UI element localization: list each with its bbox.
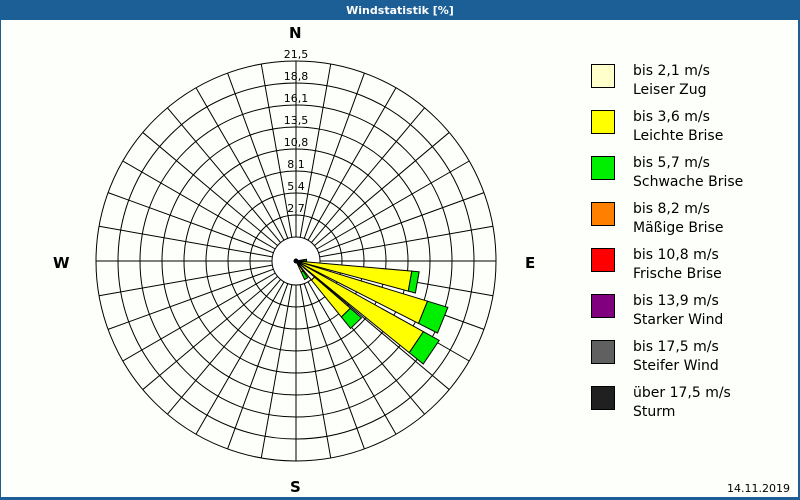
- legend-speed: bis 3,6 m/s: [633, 109, 710, 125]
- svg-text:18,8: 18,8: [284, 70, 309, 83]
- chart-panel: 2,7 5,4 8,1 10,8 13,5 16,1 18,8 21,5 N E S W bi…: [1, 20, 798, 497]
- legend-desc: Mäßige Brise: [633, 220, 724, 236]
- legend-swatch: [591, 248, 615, 272]
- legend-speed: bis 2,1 m/s: [633, 63, 710, 79]
- date-stamp: 14.11.2019: [727, 482, 790, 495]
- legend-speed: bis 10,8 m/s: [633, 247, 719, 263]
- legend-swatch: [591, 110, 615, 134]
- east-label: E: [525, 254, 536, 272]
- legend-swatch: [591, 202, 615, 226]
- legend-swatch: [591, 64, 615, 88]
- rose-petal-segment: [407, 270, 420, 294]
- rose-petal-segment: [300, 270, 309, 281]
- legend-desc: Steifer Wind: [633, 358, 719, 374]
- rose-petal-segment: [303, 258, 308, 262]
- legend-speed: bis 17,5 m/s: [633, 339, 719, 355]
- svg-text:10,8: 10,8: [284, 136, 309, 149]
- svg-text:2,7: 2,7: [287, 202, 305, 215]
- north-label: N: [289, 24, 302, 42]
- legend-desc: Starker Wind: [633, 312, 724, 328]
- rose-petal-segment: [408, 330, 440, 365]
- rose-petal-segment: [417, 300, 449, 334]
- svg-text:13,5: 13,5: [284, 114, 309, 127]
- legend-desc: Leiser Zug: [633, 82, 707, 98]
- svg-text:16,1: 16,1: [284, 92, 309, 105]
- legend-speed: bis 5,7 m/s: [633, 155, 710, 171]
- west-label: W: [53, 254, 70, 272]
- rose-petal-segment: [340, 307, 363, 330]
- window-title: Windstatistik [%]: [346, 4, 454, 17]
- legend-speed: bis 13,9 m/s: [633, 293, 719, 309]
- legend-speed: über 17,5 m/s: [633, 385, 731, 401]
- wind-rose-chart: 2,7 5,4 8,1 10,8 13,5 16,1 18,8 21,5: [95, 48, 497, 462]
- legend-desc: Leichte Brise: [633, 128, 724, 144]
- legend-desc: Schwache Brise: [633, 174, 744, 190]
- svg-text:21,5: 21,5: [284, 48, 309, 61]
- legend-desc: Sturm: [633, 404, 676, 420]
- legend-swatch: [591, 340, 615, 364]
- legend-speed: bis 8,2 m/s: [633, 201, 710, 217]
- svg-text:8,1: 8,1: [287, 158, 305, 171]
- legend-swatch: [591, 294, 615, 318]
- legend-swatch: [591, 386, 615, 410]
- south-label: S: [290, 478, 301, 496]
- legend-desc: Frische Brise: [633, 266, 722, 282]
- svg-text:5,4: 5,4: [287, 180, 305, 193]
- legend-swatch: [591, 156, 615, 180]
